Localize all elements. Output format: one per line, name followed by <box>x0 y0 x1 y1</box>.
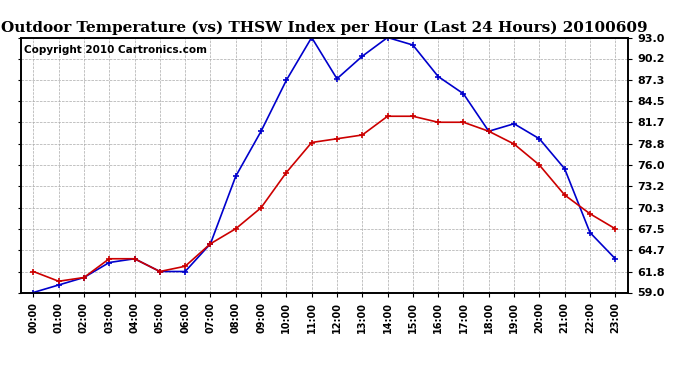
Title: Outdoor Temperature (vs) THSW Index per Hour (Last 24 Hours) 20100609: Outdoor Temperature (vs) THSW Index per … <box>1 21 648 35</box>
Text: Copyright 2010 Cartronics.com: Copyright 2010 Cartronics.com <box>23 45 207 55</box>
